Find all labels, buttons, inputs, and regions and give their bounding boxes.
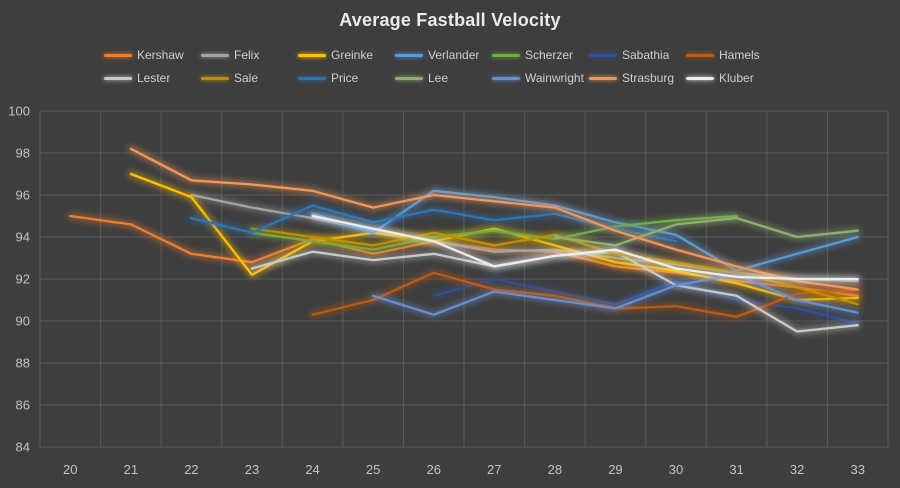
series-line-verlander xyxy=(311,189,859,272)
legend-swatch-verlander xyxy=(395,53,423,57)
legend-item-sabathia[interactable]: Sabathia xyxy=(589,48,686,62)
legend-item-kershaw[interactable]: Kershaw xyxy=(104,48,201,62)
series-sabathia xyxy=(430,276,861,327)
legend-label: Felix xyxy=(234,48,260,62)
x-tick-label: 24 xyxy=(305,462,319,477)
legend-label: Verlander xyxy=(428,48,480,62)
y-tick-label: 90 xyxy=(16,314,30,329)
x-tick-label: 20 xyxy=(63,462,77,477)
legend-swatch-sale xyxy=(201,76,229,80)
legend-item-lester[interactable]: Lester xyxy=(104,71,201,85)
legend-label: Kershaw xyxy=(137,48,184,62)
y-tick-label: 88 xyxy=(16,356,30,371)
series-verlander xyxy=(309,187,861,274)
series-line-scherzer xyxy=(250,214,738,251)
legend-swatch-lester xyxy=(104,76,132,80)
legend-item-sale[interactable]: Sale xyxy=(201,71,298,85)
y-tick-label: 84 xyxy=(16,440,30,455)
legend-swatch-strasburg xyxy=(589,76,617,80)
y-tick-label: 96 xyxy=(16,188,30,203)
chart-legend: Kershaw Felix Greinke Verlander Scherzer Saba… xyxy=(104,48,804,94)
x-tick-label: 30 xyxy=(669,462,683,477)
legend-swatch-kluber xyxy=(686,76,714,80)
legend-label: Price xyxy=(331,71,359,85)
legend-label: Scherzer xyxy=(525,48,574,62)
y-tick-label: 98 xyxy=(16,146,30,161)
x-tick-label: 22 xyxy=(184,462,198,477)
x-tick-label: 33 xyxy=(850,462,864,477)
legend-item-lee[interactable]: Lee xyxy=(395,71,492,85)
x-tick-label: 29 xyxy=(608,462,622,477)
legend-swatch-sabathia xyxy=(589,53,617,57)
legend-item-scherzer[interactable]: Scherzer xyxy=(492,48,589,62)
legend-swatch-greinke xyxy=(298,53,326,57)
series-strasburg xyxy=(127,145,861,293)
chart-title: Average Fastball Velocity xyxy=(339,10,561,30)
legend-swatch-felix xyxy=(201,53,229,57)
legend-item-felix[interactable]: Felix xyxy=(201,48,298,62)
series-line-lee xyxy=(553,216,859,247)
legend-swatch-hamels xyxy=(686,53,714,57)
y-tick-label: 92 xyxy=(16,272,30,287)
legend-label: Kluber xyxy=(719,71,754,85)
legend-label: Sale xyxy=(234,71,259,85)
x-tick-label: 23 xyxy=(245,462,259,477)
legend-row: Kershaw Felix Greinke Verlander Scherzer Saba… xyxy=(104,48,804,62)
legend-swatch-wainwright xyxy=(492,76,520,80)
x-tick-label: 27 xyxy=(487,462,501,477)
legend-row: Lester Sale Price Lee Wainwright Strasburg Klu… xyxy=(104,71,804,85)
legend-label: Strasburg xyxy=(622,71,675,85)
x-tick-label: 21 xyxy=(124,462,138,477)
legend-swatch-scherzer xyxy=(492,53,520,57)
series-line-kluber xyxy=(311,214,859,281)
legend-item-strasburg[interactable]: Strasburg xyxy=(589,71,686,85)
legend-item-wainwright[interactable]: Wainwright xyxy=(492,71,589,85)
legend-item-greinke[interactable]: Greinke xyxy=(298,48,395,62)
legend-item-hamels[interactable]: Hamels xyxy=(686,48,783,62)
legend-item-verlander[interactable]: Verlander xyxy=(395,48,492,62)
axis-labels: 84 86 88 90 92 94 96 98 100 20 21 22 23 24 25 26 27 28 29 3… xyxy=(8,104,865,478)
x-tick-label: 26 xyxy=(426,462,440,477)
legend-swatch-lee xyxy=(395,76,423,80)
series-scherzer xyxy=(249,213,740,253)
legend-label: Wainwright xyxy=(525,71,584,85)
y-tick-label: 94 xyxy=(16,230,30,245)
legend-label: Sabathia xyxy=(622,48,670,62)
series-wainwright xyxy=(370,271,861,318)
x-tick-label: 31 xyxy=(729,462,743,477)
legend-item-price[interactable]: Price xyxy=(298,71,395,85)
legend-label: Hamels xyxy=(719,48,760,62)
legend-label: Greinke xyxy=(331,48,374,62)
legend-label: Lester xyxy=(137,71,171,85)
legend-label: Lee xyxy=(428,71,449,85)
x-tick-label: 32 xyxy=(790,462,804,477)
legend-item-kluber[interactable]: Kluber xyxy=(686,71,783,85)
legend-swatch-price xyxy=(298,76,326,80)
series-line-strasburg xyxy=(129,147,859,291)
series-line-wainwright xyxy=(371,273,859,316)
legend-swatch-kershaw xyxy=(104,53,132,57)
series-kluber xyxy=(309,213,861,282)
y-tick-label: 100 xyxy=(8,104,30,119)
y-tick-label: 86 xyxy=(16,398,30,413)
x-tick-label: 25 xyxy=(366,462,380,477)
x-tick-label: 28 xyxy=(548,462,562,477)
series-lee xyxy=(551,215,861,249)
series-line-sabathia xyxy=(432,277,859,325)
